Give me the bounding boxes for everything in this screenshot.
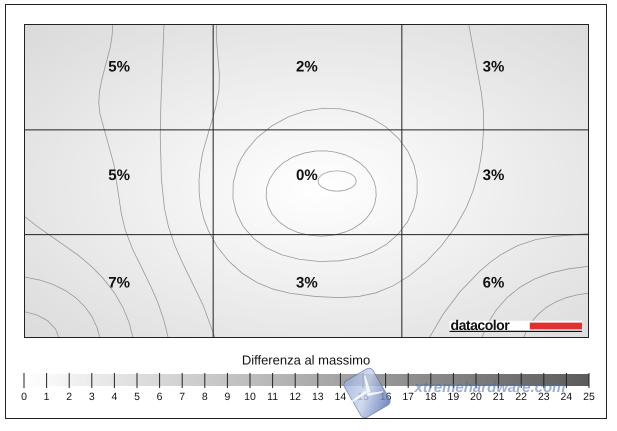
svg-text:3%: 3% <box>296 274 318 291</box>
svg-text:Differenza al massimo: Differenza al massimo <box>242 353 370 368</box>
svg-text:17: 17 <box>402 391 414 403</box>
svg-text:2%: 2% <box>296 58 318 75</box>
svg-text:0%: 0% <box>296 167 318 184</box>
svg-text:7: 7 <box>179 391 185 403</box>
svg-text:25: 25 <box>583 391 595 403</box>
svg-text:3: 3 <box>89 391 95 403</box>
svg-text:10: 10 <box>244 391 256 403</box>
svg-text:11: 11 <box>267 391 278 403</box>
svg-text:6%: 6% <box>483 274 505 291</box>
svg-text:datacolor: datacolor <box>451 317 511 333</box>
svg-text:6: 6 <box>157 391 163 403</box>
svg-text:1: 1 <box>44 391 50 403</box>
svg-text:5: 5 <box>134 391 140 403</box>
svg-text:13: 13 <box>312 391 324 403</box>
svg-text:3%: 3% <box>483 167 505 184</box>
svg-text:2: 2 <box>66 391 72 403</box>
svg-text:xtremehardware.com: xtremehardware.com <box>414 379 566 396</box>
svg-text:3%: 3% <box>483 58 505 75</box>
svg-text:5%: 5% <box>108 58 130 75</box>
svg-text:8: 8 <box>202 391 208 403</box>
svg-text:5%: 5% <box>108 167 130 184</box>
svg-text:4: 4 <box>111 391 117 403</box>
svg-text:14: 14 <box>335 391 347 403</box>
svg-text:7%: 7% <box>108 274 130 291</box>
svg-text:0: 0 <box>21 391 27 403</box>
svg-text:9: 9 <box>224 391 230 403</box>
svg-text:12: 12 <box>289 391 301 403</box>
